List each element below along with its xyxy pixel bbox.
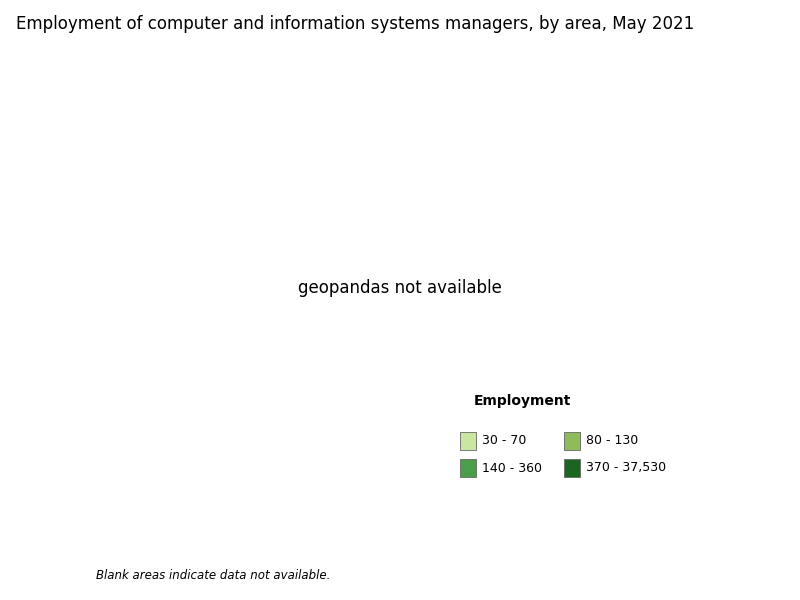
Text: geopandas not available: geopandas not available — [298, 279, 502, 297]
Text: Employment of computer and information systems managers, by area, May 2021: Employment of computer and information s… — [16, 15, 694, 33]
Text: Blank areas indicate data not available.: Blank areas indicate data not available. — [96, 569, 330, 582]
Text: 370 - 37,530: 370 - 37,530 — [586, 461, 666, 475]
Text: 140 - 360: 140 - 360 — [482, 461, 542, 475]
Text: 30 - 70: 30 - 70 — [482, 434, 526, 448]
Text: 80 - 130: 80 - 130 — [586, 434, 638, 448]
Text: Employment: Employment — [474, 394, 571, 408]
